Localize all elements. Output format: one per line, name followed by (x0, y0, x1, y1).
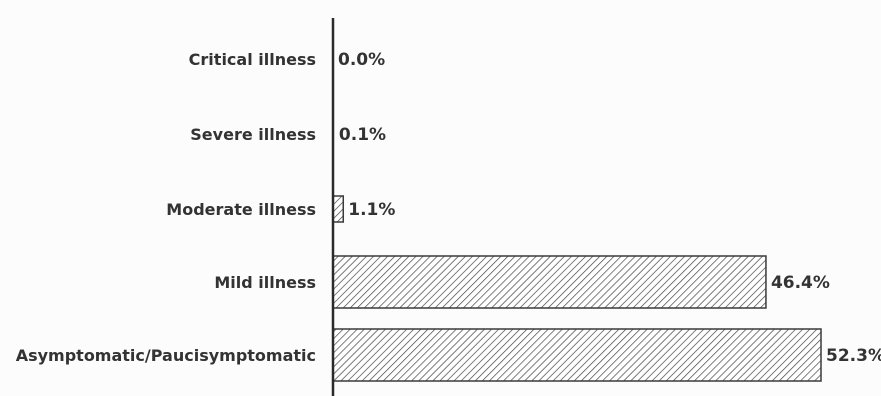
bar-3 (332, 255, 767, 309)
value-label-1: 0.1% (339, 125, 386, 145)
category-label-2: Moderate illness (166, 200, 316, 219)
value-label-2: 1.1% (348, 200, 395, 220)
value-label-4: 52.3% (826, 346, 881, 366)
value-label-0: 0.0% (338, 50, 385, 70)
category-label-3: Mild illness (214, 273, 316, 292)
bar-4 (332, 328, 822, 382)
category-label-1: Severe illness (190, 125, 316, 144)
category-label-0: Critical illness (189, 50, 316, 69)
labels-layer: Critical illness 0.0% Severe illness 0.1% Mo… (16, 50, 881, 366)
value-label-3: 46.4% (771, 273, 830, 293)
category-label-4: Asymptomatic/Paucisymptomatic (16, 346, 316, 365)
bars-layer (332, 195, 822, 382)
bar-2 (332, 195, 345, 223)
